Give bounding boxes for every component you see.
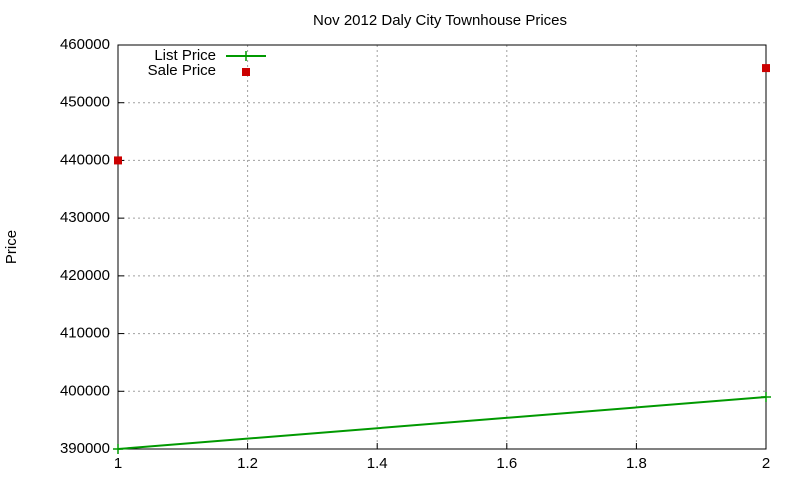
y-tick-label: 390000 <box>60 440 110 457</box>
point-marker <box>761 392 771 403</box>
y-axis-label: Price <box>3 230 20 264</box>
x-tick-label: 1 <box>114 455 122 472</box>
plot-border <box>117 44 767 450</box>
y-tick-label: 460000 <box>60 36 110 53</box>
x-tick-label: 1.6 <box>496 455 517 472</box>
x-tick-label: 1.4 <box>367 455 388 472</box>
legend-label: Sale Price <box>148 62 216 79</box>
point-marker <box>114 156 122 165</box>
legend-label: List Price <box>154 47 216 64</box>
data-line <box>117 396 767 450</box>
y-tick-label: 400000 <box>60 382 110 399</box>
y-tick-label: 440000 <box>60 151 110 168</box>
legend-swatch <box>241 51 251 61</box>
chart-title: Nov 2012 Daly City Townhouse Prices <box>313 12 567 29</box>
point-marker <box>762 64 770 73</box>
x-tick-label: 1.2 <box>237 455 258 472</box>
y-tick-label: 450000 <box>60 94 110 111</box>
y-tick-label: 410000 <box>60 325 110 342</box>
legend-swatch <box>242 68 250 76</box>
x-tick-label: 1.8 <box>626 455 647 472</box>
point-marker <box>113 444 123 454</box>
y-tick-label: 430000 <box>60 209 110 226</box>
x-tick-label: 2 <box>762 455 770 472</box>
y-tick-label: 420000 <box>60 267 110 284</box>
